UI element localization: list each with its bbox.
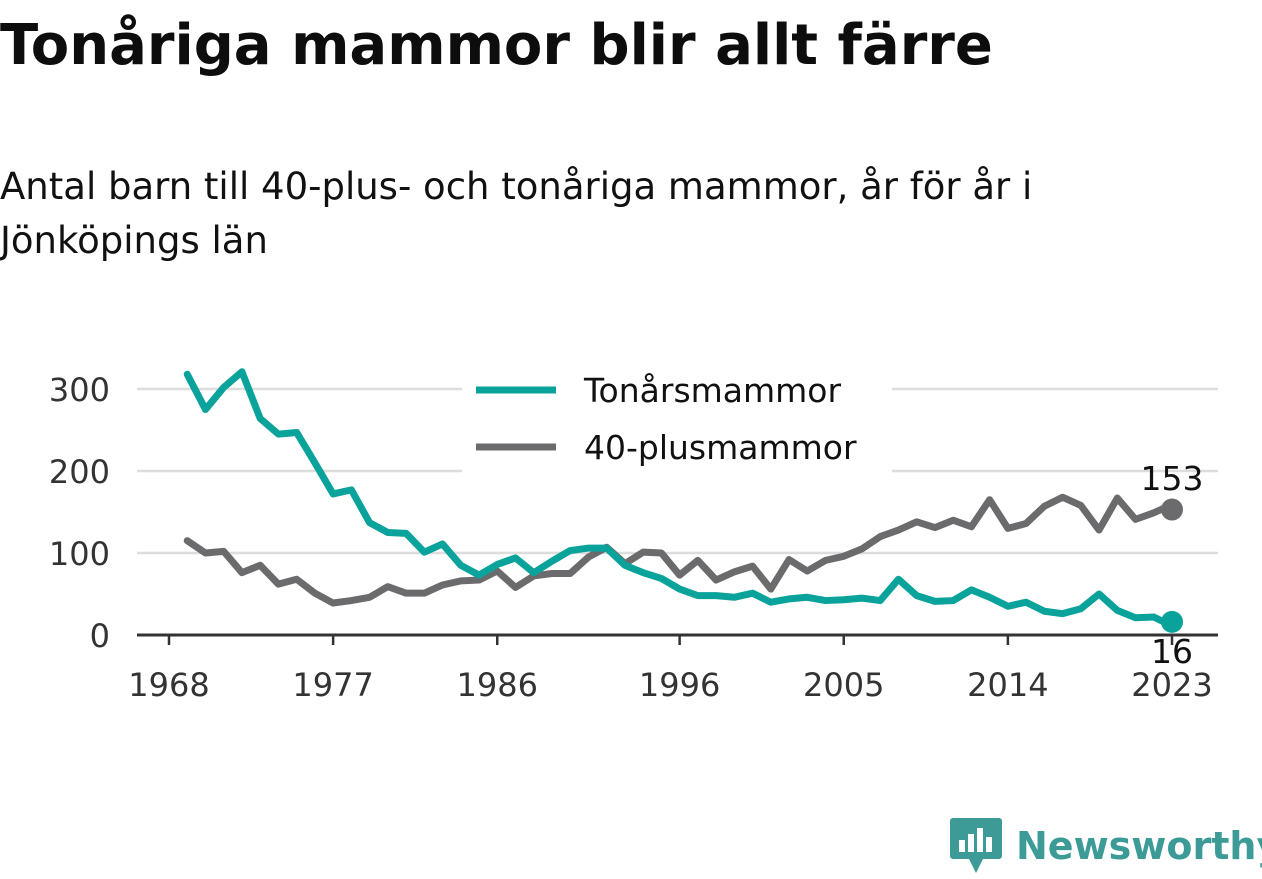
x-tick-label: 2005 (803, 666, 884, 704)
legend-label: 40-plusmammor (584, 428, 857, 467)
end-label-tonarsmammor: 16 (1151, 632, 1193, 671)
end-label-40-plusmammor: 153 (1141, 459, 1204, 498)
y-tick-label: 0 (90, 617, 110, 655)
newsworthy-bar-chart-speech-bubble-icon (950, 818, 1002, 873)
end-labels: 153 16 (1141, 459, 1204, 671)
end-point-tonarsmammor (1161, 610, 1183, 633)
chart-title: Tonåriga mammor blir allt färre (0, 13, 993, 78)
x-tick-label: 1986 (457, 666, 538, 704)
y-tick-label: 300 (49, 371, 110, 409)
chart-subtitle: Antal barn till 40-plus- och tonåriga ma… (0, 165, 1033, 262)
y-tick-label: 200 (49, 453, 110, 491)
x-tick-label: 1996 (639, 666, 720, 704)
newsworthy-logo: Newsworthy (950, 816, 1262, 876)
legend-label: Tonårsmammor (583, 371, 841, 410)
legend: Tonårsmammor 40-plusmammor (462, 370, 892, 474)
series-lines (183, 368, 1183, 633)
end-point-40-plusmammor (1161, 498, 1183, 521)
series-line-tonarsmammor (183, 368, 1176, 630)
x-tick-label: 1977 (292, 666, 373, 704)
brand-name: Newsworthy (1016, 824, 1262, 868)
y-tick-label: 100 (49, 535, 110, 573)
x-tick-label: 2023 (1131, 666, 1212, 704)
x-tick-label: 2014 (967, 666, 1048, 704)
series-line-40-plusmammor (183, 493, 1176, 607)
x-tick-label: 1968 (128, 666, 209, 704)
axes: 0 100 200 300 1968 1977 1986 1996 2005 2014 2023 (49, 371, 1218, 704)
